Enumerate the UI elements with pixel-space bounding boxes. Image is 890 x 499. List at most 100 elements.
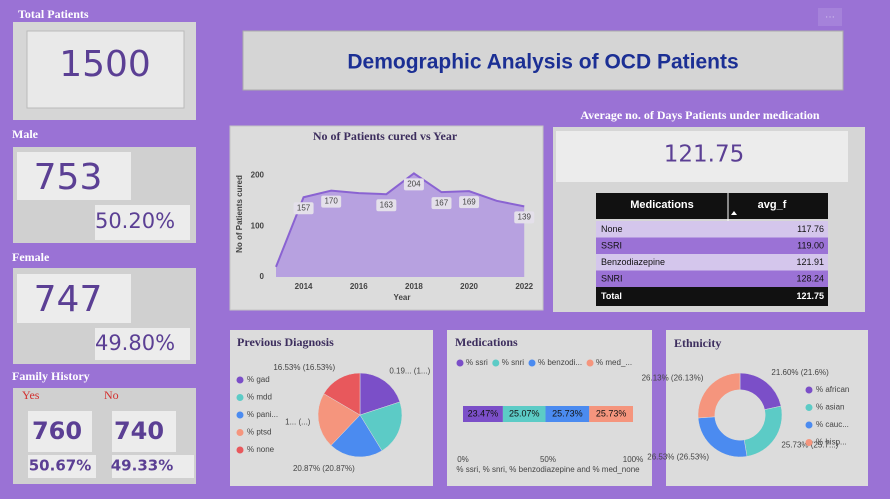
legend-label: % pani... (247, 410, 278, 419)
no-label: No (104, 388, 119, 402)
more-icon: ··· (825, 12, 835, 23)
legend-label: % african (816, 385, 849, 394)
legend-marker (806, 387, 813, 394)
legend-label: % mdd (247, 393, 272, 402)
chart-title: Ethnicity (674, 336, 721, 350)
legend-marker (237, 394, 244, 401)
card-label: Total Patients (18, 7, 89, 21)
x-tick-label: 100% (623, 455, 643, 464)
y-tick-label: 0 (260, 272, 265, 281)
data-label: 26.53% (26.53%) (647, 453, 709, 462)
data-label: 0.19... (1...) (389, 366, 430, 375)
card-label: Average no. of Days Patients under medic… (580, 108, 820, 122)
chart-title: No of Patients cured vs Year (313, 129, 458, 143)
table-cell: SSRI (601, 240, 622, 250)
column-header: Medications (630, 199, 694, 211)
card-value: 121.75 (664, 142, 744, 168)
table-cell: 121.91 (796, 257, 824, 267)
legend-marker (237, 412, 244, 419)
legend-label: % none (247, 445, 275, 454)
page-title: Demographic Analysis of OCD Patients (347, 51, 738, 74)
legend-label: % benzodi... (538, 358, 582, 367)
data-label: 23.47% (468, 408, 499, 418)
x-tick-label: 2014 (295, 282, 313, 291)
data-label: 16.53% (16.53%) (273, 363, 335, 372)
legend-label: % med_... (596, 358, 632, 367)
legend-label: % cauc... (816, 420, 849, 429)
legend-label: % snri (502, 358, 524, 367)
card-percent: 50.67% (29, 457, 91, 475)
data-label: 167 (435, 198, 449, 207)
legend-marker (806, 422, 813, 429)
table-cell: Benzodiazepine (601, 257, 665, 267)
x-tick-label: 2018 (405, 282, 423, 291)
data-label: 25.73% (552, 408, 583, 418)
card-label: Family History (12, 369, 90, 383)
yes-label: Yes (22, 388, 40, 402)
table-total (596, 287, 828, 306)
table-cell: 119.00 (797, 240, 824, 250)
legend-label: % gad (247, 375, 270, 384)
x-axis-title: Year (394, 293, 411, 302)
y-tick-label: 100 (251, 221, 265, 230)
table-row (596, 271, 828, 288)
card-value: 1500 (59, 44, 151, 85)
data-label: 170 (324, 197, 338, 206)
x-tick-label: 2020 (460, 282, 478, 291)
x-tick-label: 2016 (350, 282, 368, 291)
legend-marker (806, 404, 813, 411)
data-label: 163 (380, 200, 394, 209)
legend-marker (457, 360, 464, 367)
table-cell: 128.24 (796, 273, 824, 283)
legend-label: % hisp... (816, 438, 847, 447)
legend-label: % ptsd (247, 428, 271, 437)
legend-marker (237, 429, 244, 436)
chart-title: Medications (455, 335, 518, 349)
card-value: 753 (34, 157, 103, 198)
data-label: 20.87% (20.87%) (293, 464, 355, 473)
y-tick-label: 200 (251, 171, 265, 180)
data-label: 1... (...) (285, 418, 311, 427)
legend-marker (237, 377, 244, 384)
data-label: 26.13% (26.13%) (642, 373, 704, 382)
card-percent: 49.33% (111, 457, 173, 475)
card-label: Male (12, 127, 39, 141)
table-cell: 121.75 (796, 291, 824, 301)
x-axis-title: % ssri, % snri, % benzodiazepine and % m… (456, 465, 640, 474)
x-tick-label: 2022 (515, 282, 533, 291)
legend-label: % ssri (466, 358, 488, 367)
x-tick-label: 50% (540, 455, 556, 464)
table-cell: 117.76 (797, 224, 824, 234)
data-label: 139 (518, 212, 532, 221)
card-label: Female (12, 250, 50, 264)
legend-marker (529, 360, 536, 367)
card-value: 760 (32, 417, 82, 445)
x-tick-label: 0% (457, 455, 469, 464)
y-axis-title: No of Patients cured (235, 175, 244, 253)
legend-label: % asian (816, 403, 844, 412)
legend-marker (806, 439, 813, 446)
card-value: 740 (114, 417, 164, 445)
column-header: avg_f (758, 199, 787, 211)
data-label: 169 (462, 197, 476, 206)
chart-title: Previous Diagnosis (237, 335, 334, 349)
data-label: 25.07% (509, 408, 540, 418)
data-label: 21.60% (21.6%) (771, 368, 829, 377)
data-label: 157 (297, 203, 311, 212)
table-row (596, 221, 828, 238)
table-cell: SNRI (601, 273, 623, 283)
legend-marker (587, 360, 594, 367)
card-percent: 50.20% (95, 209, 175, 233)
legend-marker (237, 447, 244, 454)
data-label: 204 (407, 179, 421, 188)
table-row (596, 238, 828, 255)
card-percent: 49.80% (95, 331, 175, 355)
table-cell: None (601, 224, 623, 234)
card-value: 747 (34, 279, 103, 320)
data-label: 25.73% (596, 408, 627, 418)
table-cell: Total (601, 291, 622, 301)
legend-marker (492, 360, 499, 367)
table: Medications avg_f None 117.76 SSRI 119.00 Benz… (596, 193, 828, 306)
